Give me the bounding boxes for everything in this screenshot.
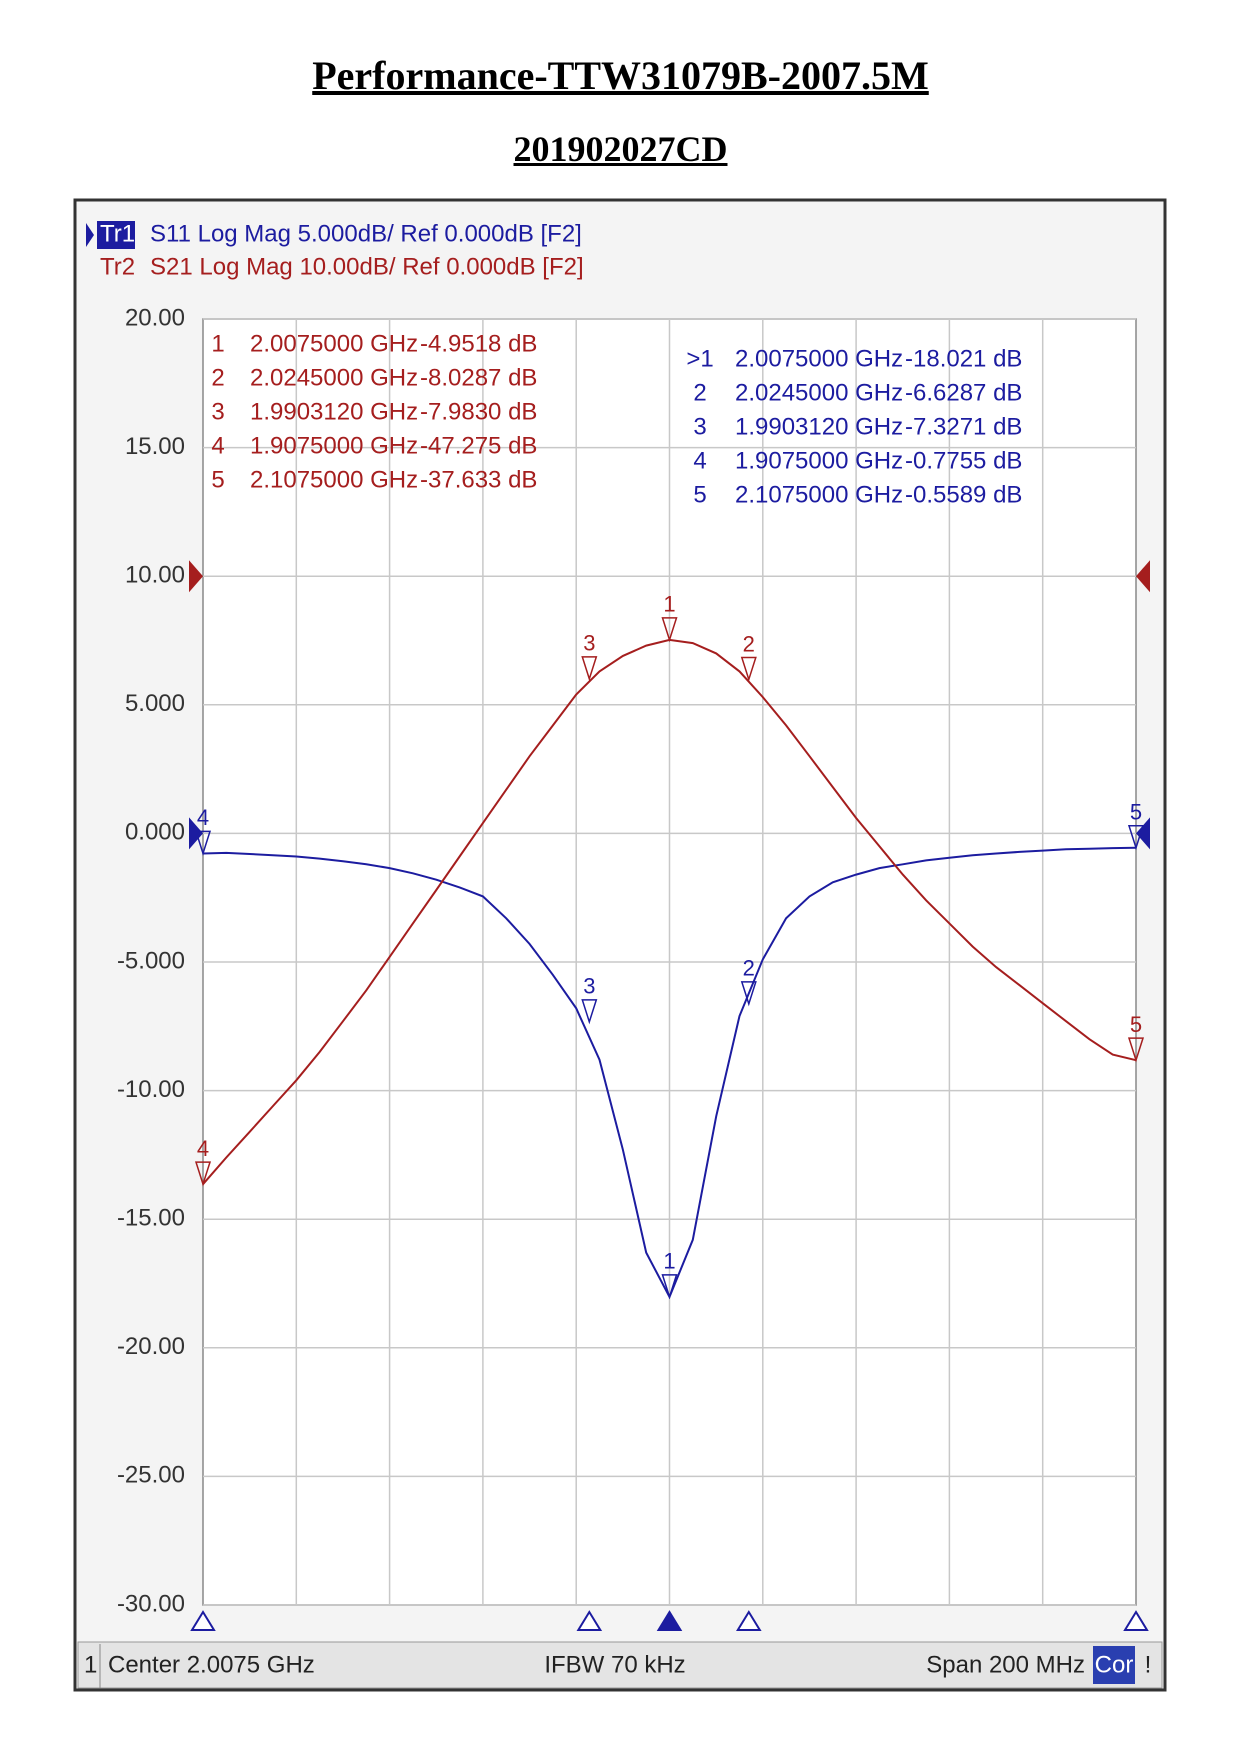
y-tick-label: -15.00 <box>117 1205 185 1232</box>
marker-freq: 2.0075000 GHz <box>735 345 903 372</box>
ref-marker <box>1136 560 1150 593</box>
marker-level: -37.633 dB <box>420 466 537 493</box>
title: Performance-TTW31079B-2007.5M <box>312 53 929 98</box>
marker-level: -0.7755 dB <box>905 447 1022 474</box>
active-trace-box <box>97 221 135 249</box>
stimulus-marker <box>656 1610 683 1631</box>
marker-level: -18.021 dB <box>905 345 1022 372</box>
marker-freq: 2.1075000 GHz <box>250 466 418 493</box>
subtitle: 201902027CD <box>513 129 728 169</box>
marker-level: -4.9518 dB <box>420 330 537 357</box>
y-tick-label: 0.000 <box>125 819 185 846</box>
marker-level: -0.5589 dB <box>905 481 1022 508</box>
stimulus-marker <box>736 1610 762 1631</box>
marker-id: 4 <box>211 432 224 459</box>
correction-box <box>1093 1646 1135 1684</box>
ref-marker <box>189 560 203 593</box>
marker-triangle <box>581 999 598 1025</box>
y-tick-label: -30.00 <box>117 1590 185 1617</box>
marker-triangle <box>194 830 212 856</box>
marker-label: 4 <box>197 805 209 830</box>
status-bar <box>77 1641 1163 1689</box>
marker-label: 4 <box>197 1136 209 1161</box>
marker-label: 5 <box>1130 800 1142 825</box>
marker-level: -8.0287 dB <box>420 364 537 391</box>
marker-triangle <box>740 981 757 1007</box>
marker-freq: 2.0245000 GHz <box>735 379 903 406</box>
marker-id: 2 <box>693 379 706 406</box>
marker-freq: 1.9075000 GHz <box>250 432 418 459</box>
marker-label: 2 <box>743 631 755 656</box>
trace-name: Tr2 <box>100 253 135 280</box>
y-tick-label: -10.00 <box>117 1076 185 1103</box>
marker-label: 1 <box>663 592 675 617</box>
status: ! <box>1145 1651 1152 1678</box>
y-tick-label: 20.00 <box>125 304 185 331</box>
stimulus-marker <box>190 1610 216 1631</box>
marker-id: 3 <box>211 398 224 425</box>
marker-freq: 2.0075000 GHz <box>250 330 418 357</box>
marker-freq: 2.1075000 GHz <box>735 481 903 508</box>
y-tick-label: -25.00 <box>117 1462 185 1489</box>
channel-number: 1 <box>84 1651 97 1678</box>
marker-label: 1 <box>663 1249 675 1274</box>
ifbw: IFBW 70 kHz <box>544 1651 685 1678</box>
marker-label: 3 <box>583 974 595 999</box>
active-indicator <box>86 223 94 247</box>
trace-header: S11 Log Mag 5.000dB/ Ref 0.000dB [F2] <box>150 220 582 247</box>
marker-label: 5 <box>1130 1012 1142 1037</box>
marker-triangle <box>1127 1037 1145 1063</box>
correction: Cor <box>1095 1651 1134 1678</box>
marker-triangle <box>661 617 678 643</box>
marker-triangle <box>1127 825 1145 851</box>
marker-id: 2 <box>211 364 224 391</box>
y-tick-label: 10.00 <box>125 562 185 589</box>
center-frequency: Center 2.0075 GHz <box>108 1651 315 1678</box>
trace-name: Tr1 <box>100 220 135 247</box>
ref-marker <box>1136 817 1150 850</box>
marker-triangle <box>661 1274 678 1300</box>
y-tick-label: -20.00 <box>117 1333 185 1360</box>
stimulus-marker <box>1123 1610 1149 1631</box>
trace-header: S21 Log Mag 10.00dB/ Ref 0.000dB [F2] <box>150 253 584 280</box>
marker-freq: 2.0245000 GHz <box>250 364 418 391</box>
marker-id: 5 <box>693 481 706 508</box>
marker-triangle <box>194 1161 212 1187</box>
y-tick-label: -5.000 <box>117 947 185 974</box>
marker-id: 5 <box>211 466 224 493</box>
marker-level: -6.6287 dB <box>905 379 1022 406</box>
marker-level: -47.275 dB <box>420 432 537 459</box>
y-tick-label: 5.000 <box>125 690 185 717</box>
marker-label: 2 <box>743 956 755 981</box>
marker-id: 1 <box>211 330 224 357</box>
marker-triangle <box>740 656 757 682</box>
marker-level: -7.3271 dB <box>905 413 1022 440</box>
marker-freq: 1.9075000 GHz <box>735 447 903 474</box>
marker-label: 3 <box>583 631 595 656</box>
marker-id: >1 <box>686 345 713 372</box>
marker-freq: 1.9903120 GHz <box>735 413 903 440</box>
marker-id: 4 <box>693 447 706 474</box>
y-tick-label: 15.00 <box>125 433 185 460</box>
stimulus-marker <box>576 1610 603 1631</box>
marker-id: 3 <box>693 413 706 440</box>
span: Span 200 MHz <box>926 1651 1085 1678</box>
marker-triangle <box>581 656 598 682</box>
marker-level: -7.9830 dB <box>420 398 537 425</box>
marker-freq: 1.9903120 GHz <box>250 398 418 425</box>
